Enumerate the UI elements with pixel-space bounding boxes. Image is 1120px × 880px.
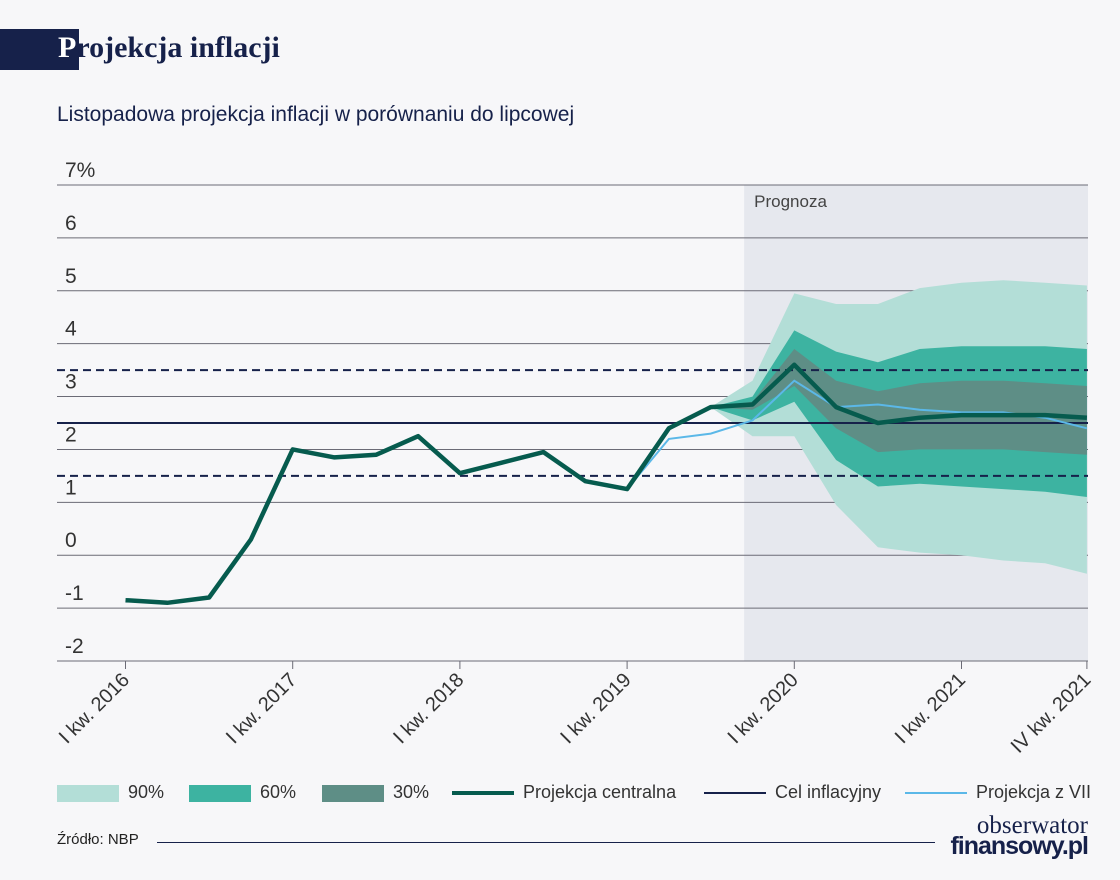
x-tick-label: I kw. 2018	[389, 669, 468, 748]
central-projection-line	[125, 362, 1088, 606]
page-title: Projekcja inflacji	[58, 31, 280, 65]
legend-line-sample	[905, 792, 967, 794]
x-tick-label: IV kw. 2021	[1007, 669, 1096, 758]
y-tick-label: 6	[65, 212, 77, 235]
logo-line-1: obserwator	[976, 812, 1088, 839]
y-tick-label: 1	[65, 476, 77, 499]
title-rest: rojekcja inflacji	[76, 31, 280, 64]
x-tick-label: I kw. 2019	[556, 669, 635, 748]
chart-subtitle: Listopadowa projekcja inflacji w porówna…	[57, 103, 575, 126]
legend-swatch	[189, 785, 251, 802]
chart-legend: 90% 60% 30% Projekcja centralna Cel inflacyj…	[57, 780, 1107, 808]
legend-line-sample	[704, 792, 766, 794]
title-accent-block	[0, 29, 79, 70]
y-tick-label: -2	[65, 635, 84, 658]
forecast-label: Prognoza	[754, 192, 827, 211]
legend-label: Projekcja centralna	[523, 782, 677, 802]
y-tick-label: 7%	[65, 159, 95, 182]
legend-swatch	[57, 785, 119, 802]
source-divider	[157, 842, 935, 843]
y-tick-label: 0	[65, 529, 77, 552]
x-tick-label: I kw. 2017	[222, 669, 301, 748]
brand-logo: obserwator finansowy.pl	[948, 812, 1098, 862]
logo-line-2: finansowy.pl	[950, 832, 1089, 860]
y-tick-label: 4	[65, 318, 77, 341]
x-tick-label: I kw. 2016	[55, 669, 134, 748]
legend-line-sample	[452, 791, 514, 795]
y-tick-label: 5	[65, 265, 77, 288]
legend-swatch	[322, 785, 384, 802]
legend-label: 90%	[128, 782, 165, 802]
y-tick-label: 3	[65, 371, 77, 394]
y-tick-label: -1	[65, 582, 84, 605]
source-label: Źródło: NBP	[57, 831, 139, 848]
legend-label: 60%	[260, 782, 297, 802]
title-first-letter: P	[58, 31, 77, 64]
legend-label: 30%	[393, 782, 430, 802]
x-tick-label: I kw. 2021	[891, 669, 970, 748]
x-tick-label: I kw. 2020	[724, 669, 803, 748]
legend-label: Projekcja z VII	[976, 782, 1092, 802]
title-bar: Projekcja inflacji	[0, 29, 290, 70]
legend-label: Cel inflacyjny	[775, 782, 882, 802]
y-tick-label: 2	[65, 423, 77, 446]
